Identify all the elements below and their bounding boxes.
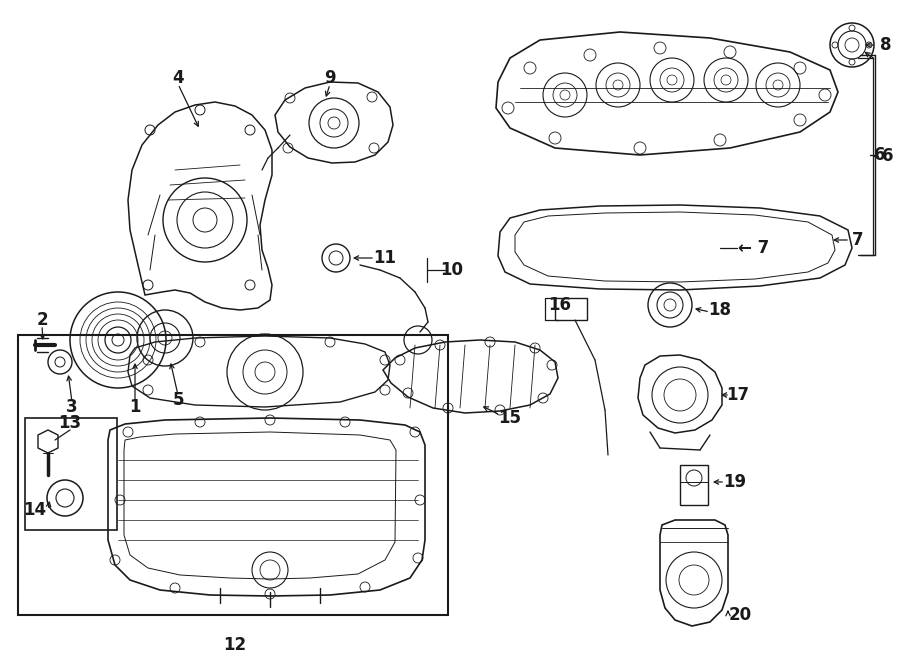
- Text: 1: 1: [130, 398, 140, 416]
- Text: 9: 9: [324, 69, 336, 87]
- Text: 7: 7: [852, 231, 864, 249]
- Text: 18: 18: [708, 301, 732, 319]
- Text: 14: 14: [23, 501, 47, 519]
- Text: 8: 8: [880, 36, 892, 54]
- Text: 11: 11: [374, 249, 397, 267]
- Text: 13: 13: [58, 414, 82, 432]
- Text: 6: 6: [882, 147, 894, 165]
- Bar: [18, 335, 448, 615]
- Text: 16: 16: [548, 296, 572, 314]
- Text: 5: 5: [172, 391, 184, 409]
- Bar: [680, 465, 708, 505]
- Text: 17: 17: [726, 386, 750, 404]
- Bar: [25, 418, 117, 530]
- Text: 10: 10: [440, 261, 464, 279]
- Text: 6: 6: [874, 146, 886, 164]
- Text: ← 7: ← 7: [738, 239, 770, 257]
- Text: 12: 12: [223, 636, 247, 654]
- Text: 3: 3: [67, 398, 77, 416]
- Text: 4: 4: [172, 69, 184, 87]
- Text: 19: 19: [724, 473, 747, 491]
- Bar: [555, 298, 587, 320]
- Text: 2: 2: [36, 311, 48, 329]
- Text: 20: 20: [728, 606, 752, 624]
- Text: 15: 15: [499, 409, 521, 427]
